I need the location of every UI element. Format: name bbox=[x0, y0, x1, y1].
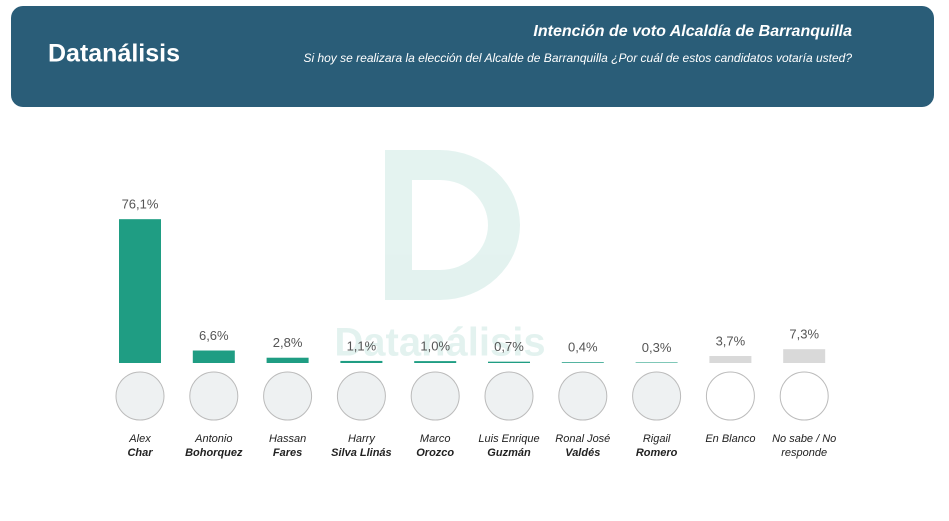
first-name: Harry bbox=[347, 433, 375, 445]
watermark-d bbox=[385, 150, 520, 300]
category-label: Rigail Romero bbox=[620, 432, 694, 460]
value-label: 7,3% bbox=[789, 327, 819, 342]
value-label: 3,7% bbox=[716, 333, 746, 348]
value-label: 1,0% bbox=[420, 339, 450, 354]
photo bbox=[410, 371, 460, 421]
photo bbox=[484, 371, 534, 421]
bar bbox=[635, 362, 678, 363]
first-name: Ronal José bbox=[555, 433, 611, 445]
first-name: Marco bbox=[419, 433, 451, 445]
first-name: Luis Enrique bbox=[478, 433, 540, 445]
bar bbox=[414, 361, 457, 363]
value-label: 6,6% bbox=[199, 328, 229, 343]
category-label: Harry Silva Llinás bbox=[324, 432, 398, 460]
bar bbox=[488, 361, 530, 363]
header-bar bbox=[11, 6, 934, 107]
value-label: 2,8% bbox=[273, 335, 303, 350]
first-name: Hassan bbox=[268, 433, 307, 445]
photo bbox=[632, 371, 682, 421]
value-label: 76,1% bbox=[122, 197, 159, 212]
photo bbox=[779, 371, 829, 421]
photo bbox=[189, 371, 239, 421]
value-label: 0,3% bbox=[642, 340, 672, 355]
last-name: Char bbox=[127, 447, 153, 459]
last-name: Orozco bbox=[416, 447, 455, 459]
last-name: Bohorquez bbox=[185, 447, 243, 459]
logo: Datanálisis bbox=[48, 40, 180, 68]
photo bbox=[705, 371, 755, 421]
last-name: Fares bbox=[272, 447, 303, 459]
first-name: En Blanco bbox=[705, 433, 756, 445]
chart-subtitle: Si hoy se realizara la elección del Alca… bbox=[303, 51, 852, 65]
category-label: En Blanco bbox=[693, 432, 767, 446]
category-label: Marco Orozco bbox=[398, 432, 472, 460]
category-label: Alex Char bbox=[103, 432, 177, 460]
photo bbox=[558, 371, 608, 421]
category-label: Hassan Fares bbox=[251, 432, 325, 460]
first-name: No sabe / No responde bbox=[772, 433, 837, 459]
photo bbox=[336, 371, 386, 421]
value-label: 0,7% bbox=[494, 339, 524, 354]
bar bbox=[266, 357, 309, 363]
photo bbox=[263, 371, 313, 421]
bar bbox=[340, 360, 383, 363]
first-name: Alex bbox=[129, 433, 151, 445]
bar bbox=[561, 362, 604, 363]
chart-title: Intención de voto Alcaldía de Barranquil… bbox=[533, 23, 852, 40]
first-name: Rigail bbox=[642, 433, 671, 445]
last-name: Guzmán bbox=[487, 447, 531, 459]
bar bbox=[119, 219, 161, 363]
watermark-text: Datanálisis bbox=[334, 321, 545, 365]
watermark: Datanálisis bbox=[334, 150, 546, 365]
first-name: Antonio bbox=[195, 433, 233, 445]
bar bbox=[783, 349, 826, 363]
last-name: Romero bbox=[635, 447, 678, 459]
value-label: 0,4% bbox=[568, 340, 598, 355]
bar bbox=[709, 356, 752, 363]
bar bbox=[192, 350, 235, 363]
last-name: Silva Llinás bbox=[331, 447, 392, 459]
value-label: 1,1% bbox=[347, 338, 377, 353]
category-label: Ronal José Valdés bbox=[546, 432, 620, 460]
category-label: No sabe / No responde bbox=[767, 432, 841, 460]
category-label: Antonio Bohorquez bbox=[177, 432, 251, 460]
last-name: Valdés bbox=[565, 447, 601, 459]
photo bbox=[115, 371, 165, 421]
category-label: Luis Enrique Guzmán bbox=[472, 432, 546, 460]
